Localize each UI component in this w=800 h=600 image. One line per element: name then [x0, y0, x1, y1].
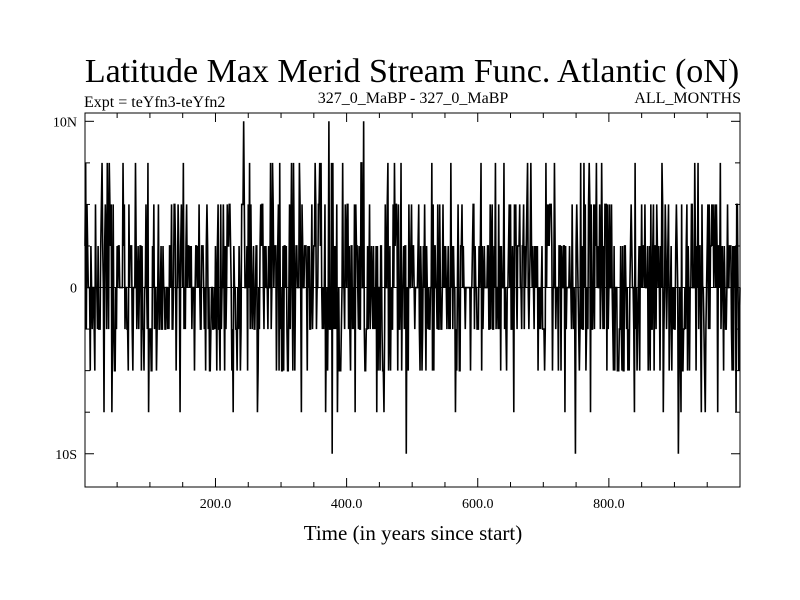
axis-tick-labels: 200.0 400.0 600.0 800.0 10N 0 10S [53, 115, 625, 512]
y-tick-label: 10N [53, 115, 77, 130]
x-tick-label: 400.0 [331, 497, 363, 512]
subtitle-months: ALL_MONTHS [634, 90, 741, 107]
subtitle-period: 327_0_MaBP - 327_0_MaBP [318, 90, 509, 107]
series-line [84, 121, 741, 454]
subtitle-expt: Expt = teYfn3-teYfn2 [84, 94, 225, 111]
x-tick-label: 200.0 [200, 497, 232, 512]
axis-ticks [85, 113, 740, 487]
y-tick-label: 10S [55, 448, 77, 463]
x-axis-label: Time (in years since start) [304, 521, 523, 545]
y-tick-label: 0 [70, 282, 77, 297]
plot-frame [84, 112, 741, 488]
x-tick-label: 600.0 [462, 497, 494, 512]
chart-title: Latitude Max Merid Stream Func. Atlantic… [85, 53, 739, 90]
x-tick-label: 800.0 [593, 497, 625, 512]
